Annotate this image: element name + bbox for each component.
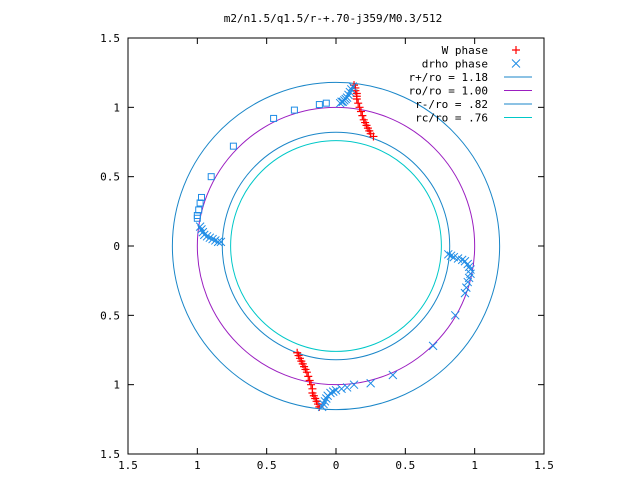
- drho-phase-point: [326, 388, 335, 398]
- drho-phase-point: [197, 225, 206, 234]
- x-tick-label: 0.5: [395, 459, 415, 472]
- drho-phase-point: [320, 396, 330, 406]
- drho-phase-point: [337, 384, 346, 394]
- legend-label: ro/ro = 1.00: [409, 85, 488, 98]
- drho-phase-point: [211, 236, 220, 245]
- legend-marker: [511, 59, 521, 68]
- y-tick-label: 0.5: [100, 309, 120, 322]
- legend-label: drho phase: [422, 58, 488, 71]
- square-point: [207, 173, 215, 181]
- drho-phase-point: [428, 341, 438, 351]
- legend-marker: [512, 46, 520, 54]
- legend-label: W phase: [442, 44, 488, 57]
- drho-phase-point: [205, 233, 215, 243]
- circle-rcro: [230, 140, 442, 352]
- data-points: [193, 81, 475, 412]
- drho-phase-point: [463, 277, 473, 287]
- legend-label: r+/ro = 1.18: [409, 71, 488, 84]
- square-point: [270, 114, 278, 122]
- square-point: [196, 199, 204, 207]
- x-tick-label: 0.5: [257, 459, 277, 472]
- w-phase-point: [369, 132, 378, 141]
- y-tick-label: 1.5: [100, 32, 120, 45]
- w-phase-point: [304, 372, 313, 381]
- drho-phase-point: [199, 230, 209, 240]
- y-tick-label: 1.5: [100, 448, 120, 461]
- w-phase-point: [308, 384, 317, 393]
- drho-phase-point: [457, 255, 467, 265]
- drho-phase-point: [461, 283, 471, 292]
- square-point: [315, 101, 323, 109]
- drho-phase-point: [345, 87, 355, 97]
- chart-title: m2/n1.5/q1.5/r-+.70-j359/M0.3/512: [224, 12, 443, 25]
- drho-phase-point: [317, 402, 327, 412]
- y-tick-label: 1: [113, 379, 120, 392]
- y-tick-label: 1: [113, 101, 120, 114]
- square-point: [290, 106, 298, 114]
- y-tick-label: 0.5: [100, 171, 120, 184]
- drho-phase-point: [331, 385, 341, 395]
- x-tick-label: 0: [333, 459, 340, 472]
- drho-phase-point: [202, 231, 212, 241]
- reference-circles: [171, 81, 501, 411]
- w-phase-point: [352, 95, 361, 104]
- legend-label: r-/ro = .82: [415, 98, 488, 111]
- drho-phase-point: [208, 234, 217, 244]
- drho-phase-point: [388, 370, 398, 380]
- drho-phase-point: [348, 82, 357, 91]
- drho-phase-point: [335, 98, 345, 108]
- drho-phase-point: [366, 378, 376, 388]
- drho-phase-point: [195, 222, 205, 231]
- drho-phase-point: [342, 383, 352, 392]
- drho-phase-point: [463, 259, 473, 269]
- drho-phase-point: [446, 251, 456, 261]
- x-tick-label: 1.5: [118, 459, 138, 472]
- square-point: [229, 142, 237, 150]
- drho-phase-point: [328, 387, 338, 396]
- w-phase-point: [358, 111, 367, 120]
- w-phase-point: [293, 348, 302, 357]
- square-point: [193, 214, 201, 222]
- w-phase-point: [355, 103, 364, 112]
- drho-phase-point: [450, 310, 460, 320]
- drho-phase-point: [464, 262, 474, 272]
- drho-phase-point: [216, 237, 226, 247]
- y-tick-label: 0: [113, 240, 120, 253]
- drho-phase-point: [338, 97, 348, 107]
- drho-phase-point: [213, 237, 223, 247]
- w-phase-point: [356, 107, 365, 116]
- drho-phase-point: [346, 84, 356, 94]
- axis-ticks: 1.5 1 0.5 0 0.5 1 1.51.510.500.511.5: [100, 32, 554, 472]
- x-tick-label: 1: [471, 459, 478, 472]
- drho-phase-point: [349, 380, 359, 390]
- drho-phase-point: [319, 399, 328, 409]
- drho-phase-point: [344, 90, 353, 100]
- square-point: [322, 99, 330, 107]
- drho-phase-point: [460, 288, 470, 298]
- circle-rro: [171, 81, 501, 411]
- circle-roro: [196, 106, 476, 386]
- legend-label: rc/ro = .76: [415, 112, 488, 125]
- x-tick-label: 1.5: [534, 459, 554, 472]
- circle-rro: [221, 131, 451, 361]
- w-phase-point: [305, 376, 314, 385]
- w-phase-point: [307, 380, 316, 389]
- drho-phase-point: [466, 265, 475, 274]
- drho-phase-point: [443, 249, 453, 259]
- drho-phase-point: [321, 394, 331, 403]
- w-phase-point: [354, 99, 363, 108]
- x-tick-label: 1: [194, 459, 201, 472]
